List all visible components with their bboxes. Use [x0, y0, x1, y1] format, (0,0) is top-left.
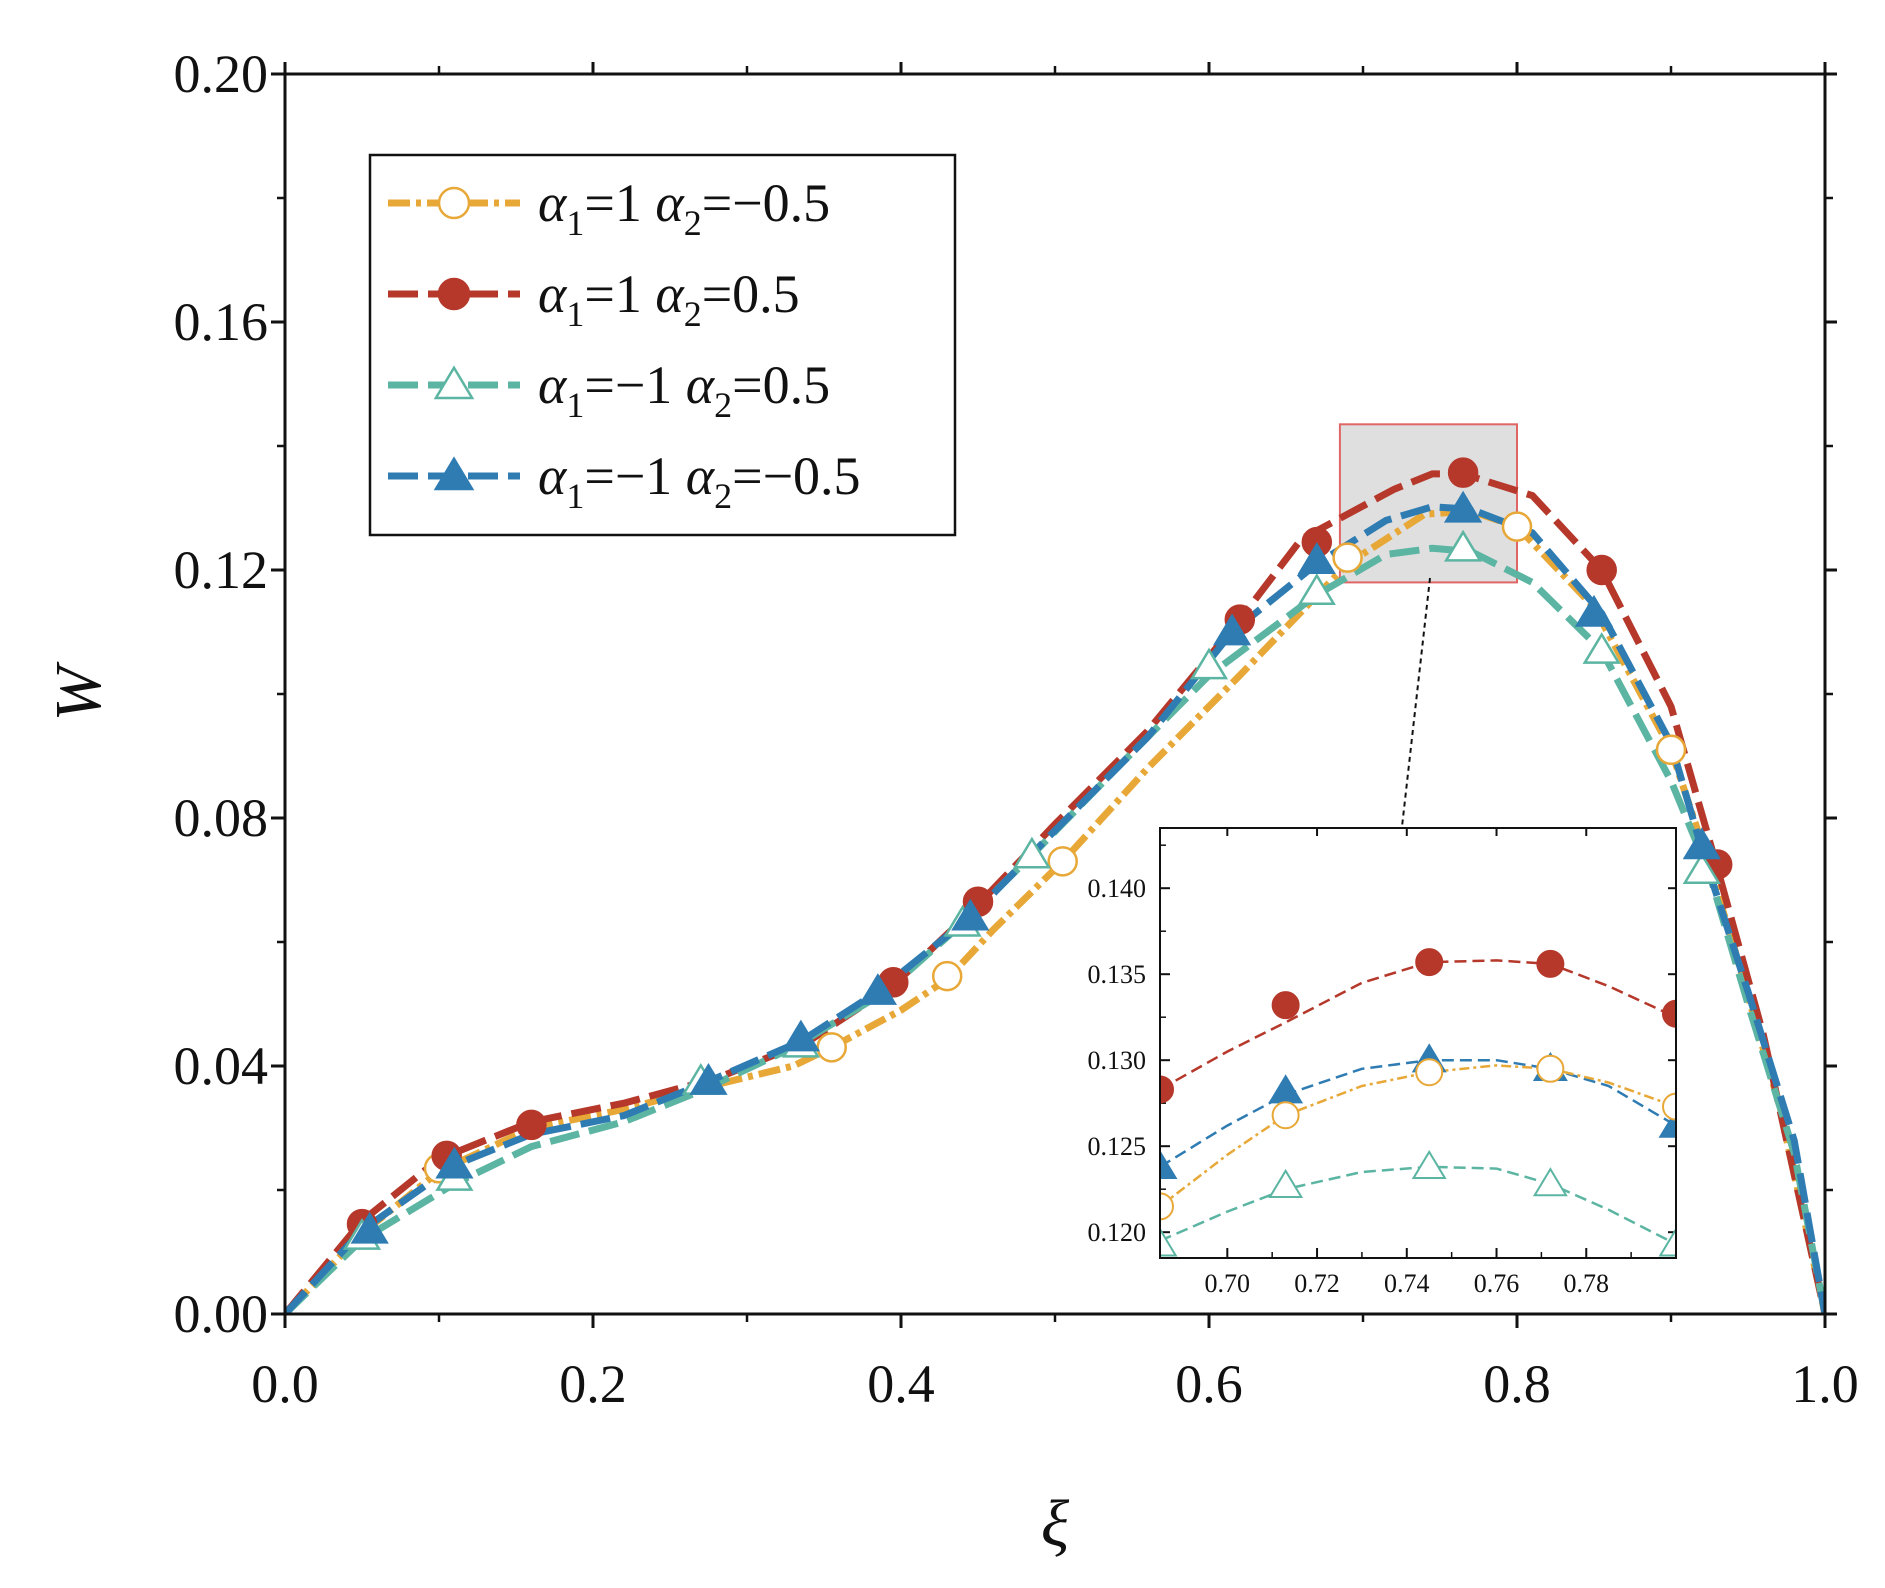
inset-x-tick-label: 0.76: [1474, 1269, 1520, 1298]
data-point: [1447, 457, 1479, 488]
data-point: [951, 898, 990, 931]
inset-data-point: [1160, 1075, 1174, 1104]
inset-y-tick-label: 0.130: [1088, 1046, 1147, 1075]
inset-data-point: [1662, 999, 1676, 1028]
inset-data-point: [1536, 1054, 1565, 1083]
data-point: [435, 1146, 474, 1179]
y-tick-label: 0.04: [174, 1036, 269, 1096]
inset-data-point: [1271, 991, 1300, 1020]
inset-y-tick-label: 0.135: [1088, 960, 1147, 989]
inset-y-tick-label: 0.120: [1088, 1218, 1147, 1247]
data-point: [1443, 490, 1483, 523]
inset-data-point: [1415, 1058, 1444, 1087]
legend-marker: [437, 277, 471, 311]
y-tick-label: 0.12: [174, 540, 269, 600]
data-point: [689, 1062, 728, 1095]
x-tick-label: 1.0: [1791, 1354, 1859, 1414]
legend-marker: [433, 365, 475, 400]
inset-data-point: [1160, 1192, 1174, 1221]
y-tick-label: 0.00: [174, 1284, 269, 1344]
legend-marker: [433, 456, 475, 491]
x-tick-label: 0.2: [559, 1354, 627, 1414]
inset-x-tick-label: 0.72: [1294, 1269, 1340, 1298]
main-tick-labels: 0.0 0.2 0.4 0.6 0.8 1.0 0.00 0.04 0.08 0.12 0.16 0.…: [174, 44, 1859, 1414]
data-point: [1189, 647, 1229, 680]
data-point: [931, 960, 963, 992]
inset-x-tick-label: 0.78: [1564, 1269, 1610, 1298]
data-point: [1682, 852, 1721, 885]
legend-marker: [437, 186, 471, 220]
inset-y-tick-label: 0.140: [1088, 874, 1147, 903]
x-tick-label: 0.0: [251, 1354, 319, 1414]
data-point: [516, 1109, 547, 1141]
y-tick-label: 0.20: [174, 44, 269, 104]
plot-frame: [283, 72, 1827, 1316]
inset-data-point: [1160, 1227, 1178, 1257]
data-point: [1586, 554, 1617, 586]
inset-background: [1160, 828, 1676, 1258]
inset-data-point: [1532, 1167, 1568, 1197]
data-point: [816, 1032, 847, 1063]
y-tick-label: 0.16: [174, 292, 269, 352]
inset-y-tick-label: 0.125: [1088, 1132, 1147, 1161]
series-line: [285, 503, 1825, 1314]
inset-data-point: [1160, 1149, 1178, 1180]
inset-series-line: [1160, 1064, 1676, 1208]
inset-tick-labels: 0.70 0.72 0.74 0.76 0.78 0.120 0.125 0.130 0.135…: [1088, 874, 1610, 1298]
data-point: [1682, 827, 1721, 860]
inset-markers-layer: [1160, 948, 1676, 1257]
data-point: [1582, 632, 1621, 664]
data-point: [1212, 613, 1252, 646]
data-point: [858, 973, 898, 1005]
legend-label: α1=−1 α2=0.5: [538, 355, 830, 425]
data-point: [350, 1211, 389, 1244]
data-point: [1443, 529, 1483, 562]
data-point: [781, 1019, 821, 1052]
y-axis-title: W: [42, 661, 115, 721]
x-axis-title: ξ: [1041, 1487, 1070, 1560]
inset-data-point: [1658, 1227, 1676, 1257]
main-markers-layer: [342, 457, 1733, 1250]
legend-box: [368, 153, 957, 537]
data-point: [1047, 846, 1078, 877]
data-point: [1012, 836, 1052, 869]
inset-data-point: [1268, 1168, 1304, 1198]
inset-x-tick-label: 0.74: [1384, 1269, 1430, 1298]
inset-data-point: [1271, 1101, 1300, 1130]
inset-data-point: [1662, 1092, 1676, 1121]
legend-label: α1=1 α2=0.5: [538, 264, 800, 334]
x-tick-label: 0.8: [1483, 1354, 1551, 1414]
data-point: [1297, 542, 1336, 575]
data-point: [1574, 594, 1614, 627]
inset-data-point: [1536, 949, 1565, 978]
data-point: [1655, 734, 1687, 766]
data-point: [1332, 542, 1363, 573]
data-point: [1501, 511, 1533, 542]
x-tick-label: 0.4: [867, 1354, 935, 1414]
legend-label: α1=−1 α2=−0.5: [538, 446, 861, 516]
inset-x-tick-label: 0.70: [1205, 1269, 1251, 1298]
inset-frame: [1159, 827, 1677, 1259]
x-tick-label: 0.6: [1175, 1354, 1243, 1414]
legend: α1=1 α2=−0.5 α1=1 α2=0.5 α1=−1 α2=0.5 α1=−1…: [368, 153, 957, 537]
data-point: [1297, 573, 1336, 606]
inset-data-point: [1411, 1149, 1447, 1180]
legend-label: α1=1 α2=−0.5: [538, 173, 830, 243]
y-tick-label: 0.08: [174, 788, 269, 848]
inset-data-point: [1415, 948, 1444, 977]
